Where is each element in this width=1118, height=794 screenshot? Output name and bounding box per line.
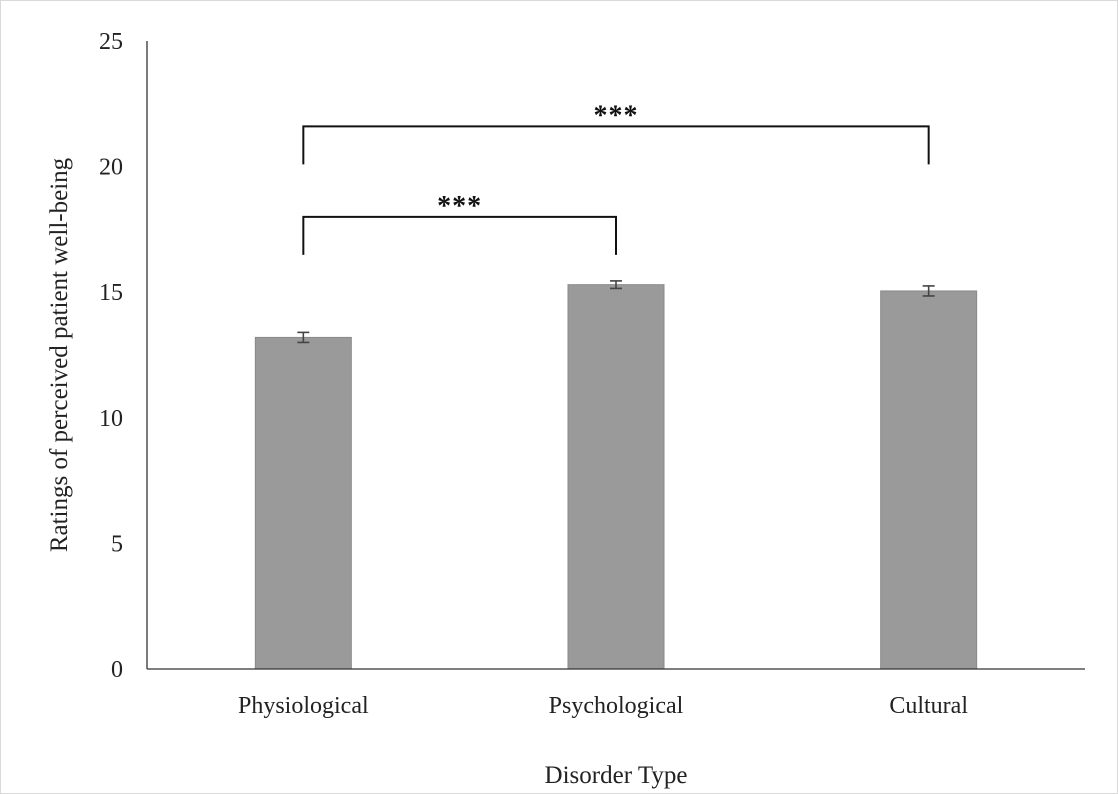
y-axis-ticks: 0 5 10 15 20 25 bbox=[99, 29, 123, 683]
error-bar-physiological bbox=[297, 331, 310, 344]
error-bars-group bbox=[297, 280, 935, 344]
bars-group bbox=[254, 284, 978, 670]
y-tick-label: 15 bbox=[99, 280, 123, 306]
bar-physiological bbox=[254, 336, 352, 670]
bar-cultural bbox=[880, 290, 978, 670]
x-tick-label-cultural: Cultural bbox=[889, 693, 968, 719]
significance-bracket-physiological-cultural: *** bbox=[302, 100, 930, 165]
y-axis-title: Ratings of perceived patient well-being bbox=[46, 157, 73, 552]
bracket-line bbox=[302, 125, 930, 165]
significance-bracket-physiological-psychological: *** bbox=[302, 191, 617, 255]
error-bar-cultural bbox=[922, 285, 935, 297]
y-tick-label: 0 bbox=[111, 657, 123, 683]
error-bar-psychological bbox=[610, 280, 622, 290]
bar-psychological bbox=[567, 284, 665, 670]
x-tick-label-physiological: Physiological bbox=[238, 693, 369, 719]
bracket-line bbox=[302, 215, 617, 255]
y-tick-label: 5 bbox=[111, 531, 123, 557]
significance-annotations: *** *** bbox=[302, 100, 930, 255]
x-axis-title: Disorder Type bbox=[545, 762, 688, 789]
x-tick-label-psychological: Psychological bbox=[549, 693, 684, 719]
y-tick-label: 20 bbox=[99, 155, 123, 181]
x-axis-tick-labels: Physiological Psychological Cultural bbox=[238, 693, 968, 719]
significance-label: *** bbox=[594, 100, 639, 131]
significance-label: *** bbox=[437, 191, 482, 222]
y-tick-label: 25 bbox=[99, 29, 123, 55]
y-tick-label: 10 bbox=[99, 406, 123, 432]
